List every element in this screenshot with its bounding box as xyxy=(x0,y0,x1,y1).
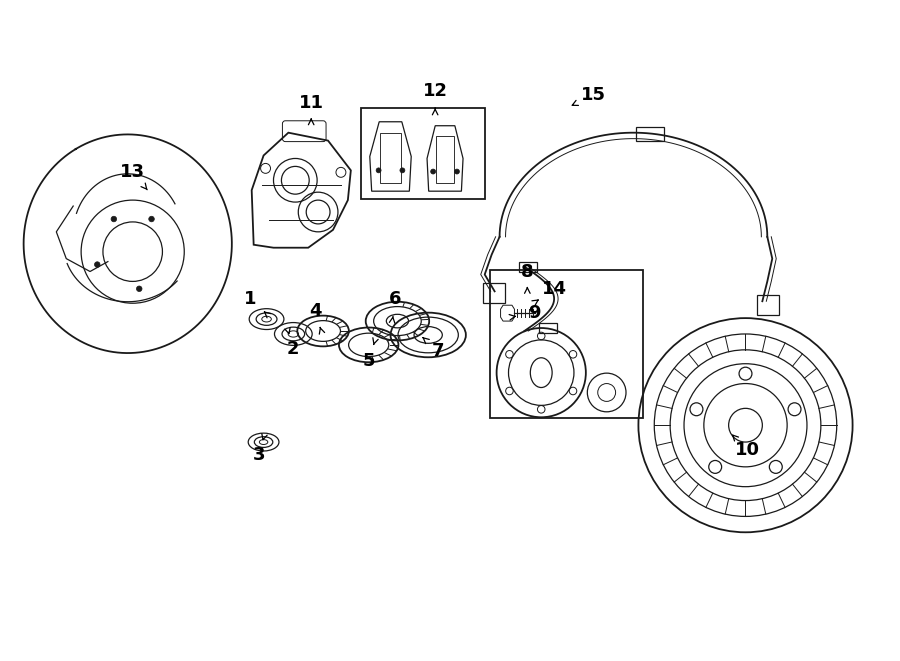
Text: 5: 5 xyxy=(363,352,375,369)
Text: 7: 7 xyxy=(432,342,445,360)
Text: 15: 15 xyxy=(581,86,607,104)
Text: 2: 2 xyxy=(287,340,300,358)
Bar xyxy=(436,136,454,183)
Circle shape xyxy=(454,169,459,174)
Circle shape xyxy=(94,262,100,267)
Text: 11: 11 xyxy=(299,94,324,112)
Circle shape xyxy=(148,216,154,222)
Bar xyxy=(361,108,485,199)
Circle shape xyxy=(431,169,436,174)
Bar xyxy=(758,295,779,315)
Text: 8: 8 xyxy=(521,262,534,280)
Text: 10: 10 xyxy=(735,441,760,459)
Circle shape xyxy=(111,216,117,222)
Bar xyxy=(490,270,644,418)
Circle shape xyxy=(376,168,381,173)
Text: 4: 4 xyxy=(309,302,321,320)
Circle shape xyxy=(137,286,142,292)
Text: 13: 13 xyxy=(121,163,145,181)
Text: 12: 12 xyxy=(423,82,447,100)
Text: 6: 6 xyxy=(389,290,401,308)
Bar xyxy=(636,127,664,141)
Circle shape xyxy=(400,168,405,173)
Bar xyxy=(519,262,537,272)
Text: 3: 3 xyxy=(252,446,265,464)
Bar xyxy=(482,284,505,303)
Text: 14: 14 xyxy=(542,280,567,298)
Text: 1: 1 xyxy=(243,290,256,308)
Text: 9: 9 xyxy=(528,304,541,322)
Bar xyxy=(380,133,401,183)
Bar xyxy=(539,323,557,333)
